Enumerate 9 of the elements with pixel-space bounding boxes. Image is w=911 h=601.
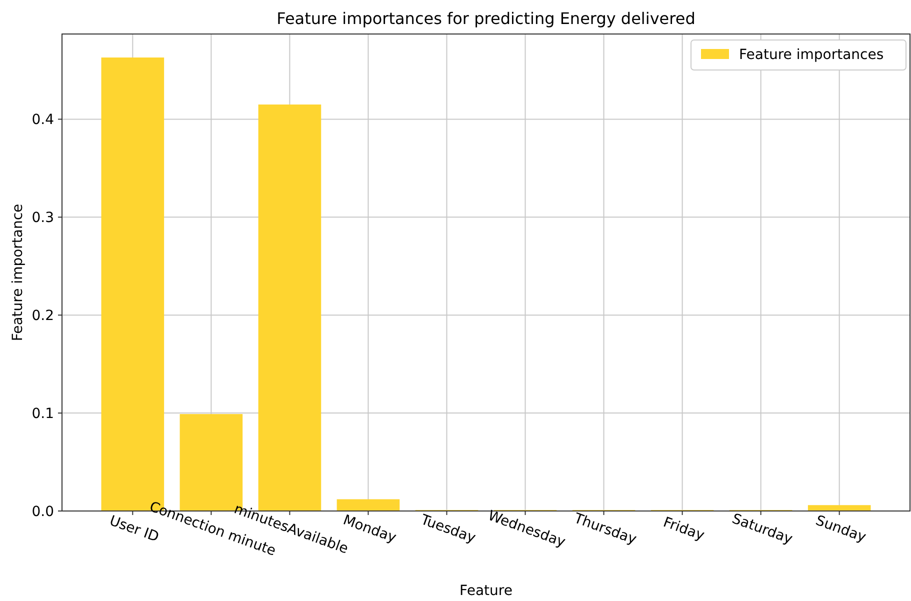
y-tick-label: 0.3 [32, 210, 54, 226]
chart-title: Feature importances for predicting Energy delivered [276, 9, 696, 28]
legend-label: Feature importances [739, 46, 884, 63]
y-tick-label: 0.1 [32, 406, 54, 422]
y-tick-label: 0.2 [32, 308, 54, 324]
y-axis-title: Feature importance [10, 204, 26, 342]
x-axis-title: Feature [460, 582, 512, 599]
y-tick-label: 0.0 [32, 504, 54, 520]
y-tick-label: 0.4 [32, 112, 54, 128]
